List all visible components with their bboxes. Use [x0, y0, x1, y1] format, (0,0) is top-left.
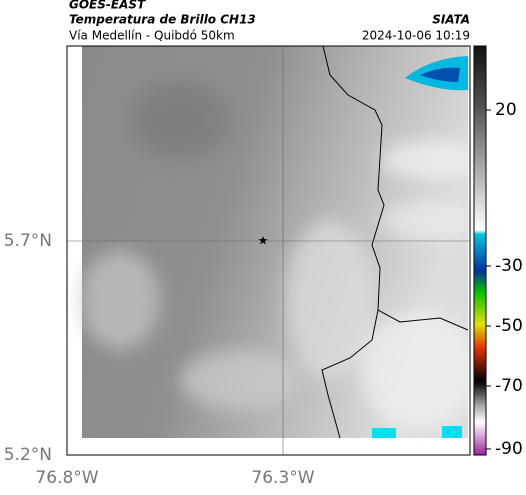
- colorbar-ticks: [486, 109, 491, 450]
- subtitle: Temperatura de Brillo CH13: [69, 13, 256, 27]
- colorbar-label: -70: [495, 376, 523, 396]
- x-tick-label: 76.8°W: [35, 468, 98, 488]
- colorbar-label: -50: [495, 316, 523, 336]
- route: Vía Medellín - Quibdó 50km: [69, 29, 235, 43]
- colorbar-label: -30: [495, 256, 523, 276]
- svg-text:★: ★: [258, 234, 269, 248]
- satellite-image: ★: [67, 45, 480, 455]
- source: SIATA: [432, 13, 470, 27]
- datetime: 2024-10-06 10:19: [362, 29, 470, 43]
- colorbar: [473, 45, 487, 456]
- title: GOES-EAST: [69, 0, 146, 12]
- map-frame: [66, 45, 471, 456]
- y-tick-label: 5.7°N: [4, 231, 52, 251]
- y-tick-label: 5.2°N: [4, 445, 52, 465]
- colorbar-label: 20: [495, 100, 517, 120]
- colorbar-label: -90: [495, 439, 523, 459]
- x-tick-label: 76.3°W: [251, 468, 314, 488]
